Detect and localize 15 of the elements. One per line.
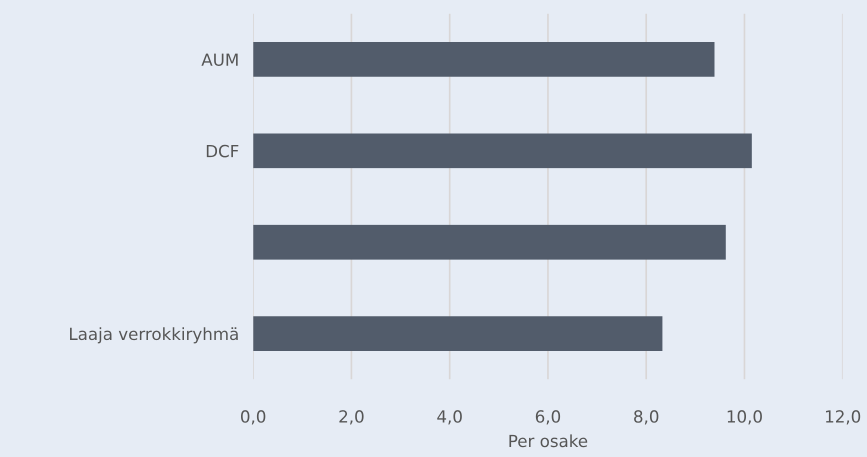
x-tick-label: 12,0 (826, 410, 860, 424)
x-tick-label: 0,0 (241, 410, 266, 424)
x-tick-label: 6,0 (536, 410, 560, 424)
x-tick-label: 4,0 (437, 410, 462, 424)
bar (253, 316, 662, 351)
y-tick-label: Laaja verrokkiryhmä (70, 327, 238, 344)
bar (253, 224, 726, 260)
bar (253, 133, 752, 168)
x-tick-label: 2,0 (339, 410, 364, 424)
x-tick-label: 8,0 (634, 410, 658, 424)
bar (253, 42, 714, 77)
y-tick-label: AUM (201, 54, 238, 66)
x-tick-label: 10,0 (728, 410, 762, 424)
x-axis-title: Per osake (509, 434, 588, 448)
y-tick-label: DCF (206, 144, 238, 158)
